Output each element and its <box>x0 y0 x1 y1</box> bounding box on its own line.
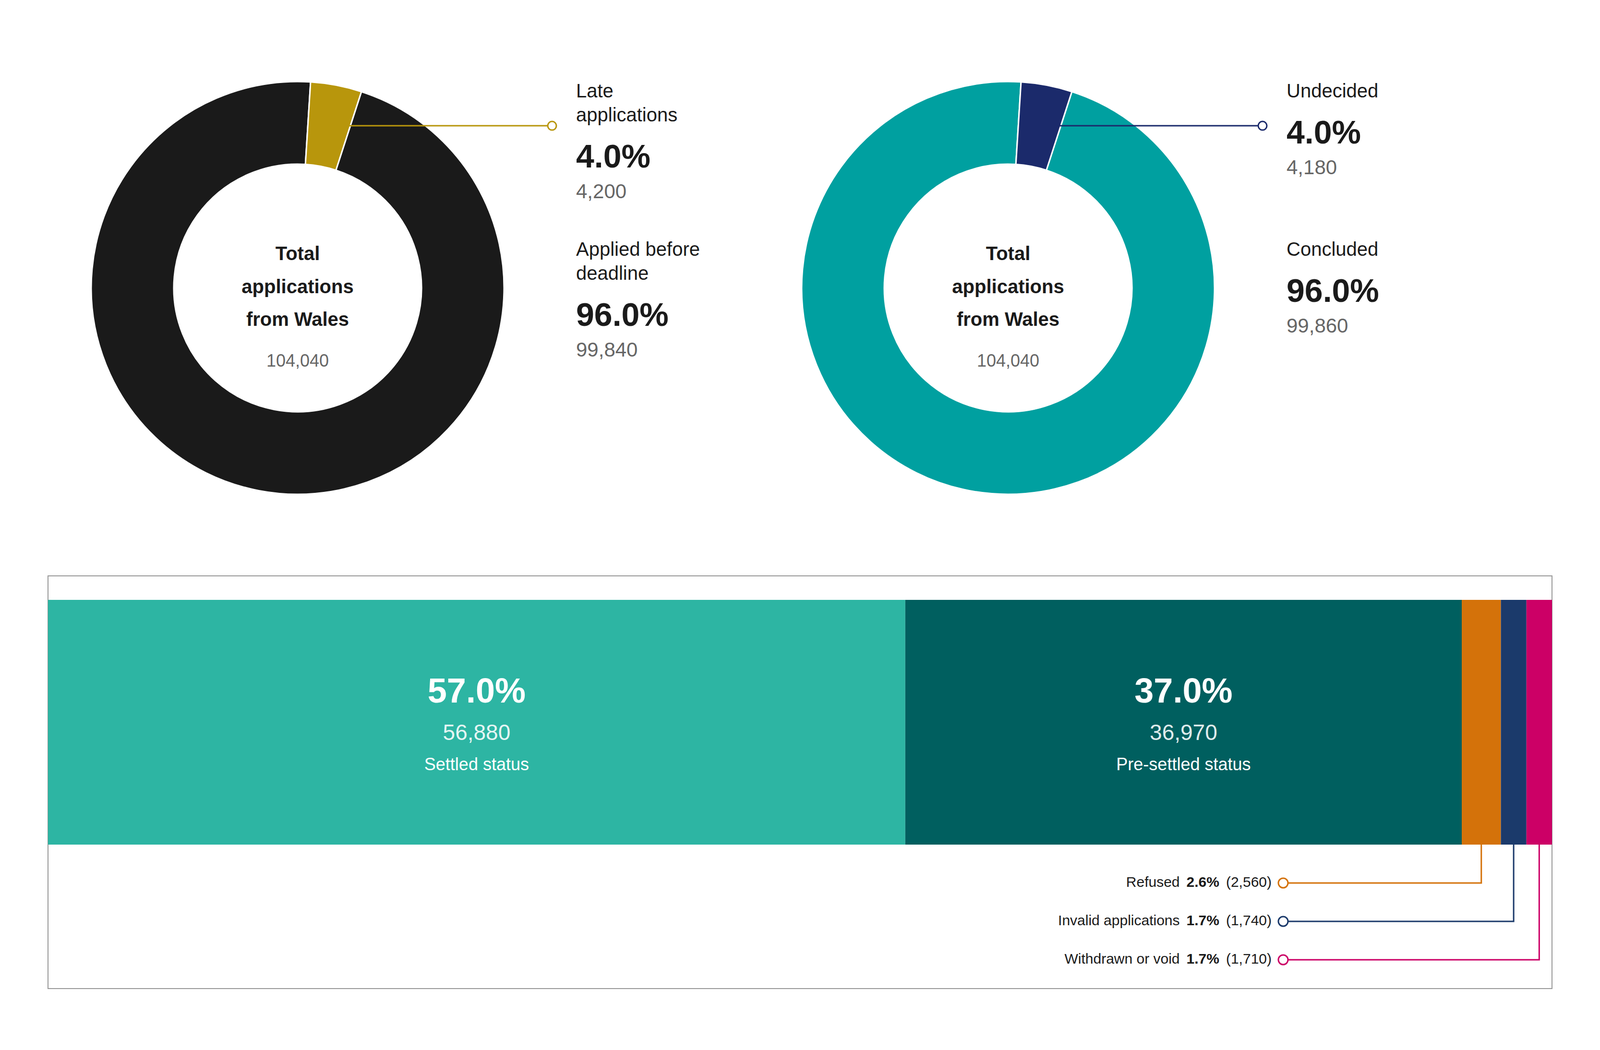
segment-percent: 57.0% <box>427 671 526 710</box>
slice-label: Applied beforedeadline <box>576 238 700 284</box>
bar-segment <box>1461 600 1501 845</box>
slice-percent: 4.0% <box>1286 113 1361 151</box>
donut-slice <box>801 81 1215 495</box>
center-label: applications <box>241 276 354 298</box>
segment-callout: Withdrawn or void 1.7% (1,710) <box>1064 950 1272 967</box>
center-label: Total <box>275 242 321 265</box>
donut: Totalapplicationsfrom Wales104,040Lateap… <box>91 79 700 495</box>
slice-percent: 96.0% <box>576 296 669 333</box>
slices <box>801 81 1215 495</box>
slice-label-line: Undecided <box>1286 79 1379 101</box>
center-label: Total <box>986 242 1031 265</box>
leader-line <box>328 125 553 127</box>
center-total: 104,040 <box>976 350 1040 371</box>
segment-percent: 37.0% <box>1134 671 1233 710</box>
callout-count: (1,740) <box>1226 912 1272 929</box>
slice-label-line: Concluded <box>1286 238 1379 260</box>
slice-count: 99,860 <box>1286 314 1348 337</box>
donut: Total applications from Wales 104,040 Undeci… <box>801 79 1380 495</box>
slice-label-line: deadline <box>576 262 649 284</box>
callout-name: Refused <box>1126 874 1180 891</box>
slice-count: 4,200 <box>576 180 627 203</box>
plot-frame <box>48 576 1552 989</box>
leader-dot <box>1258 121 1267 131</box>
slice-count: 99,840 <box>576 338 638 361</box>
bar-labels: 57.0% 56,880 Settled status 37.0% 36,970 Pre-… <box>424 671 1540 967</box>
slice-label-line: applications <box>576 103 678 125</box>
donut-slice <box>91 81 505 495</box>
callout-name: Withdrawn or void <box>1064 950 1180 967</box>
segment-count: 36,970 <box>1149 720 1218 746</box>
segment-name: Pre-settled status <box>1116 754 1251 775</box>
bar-segment <box>48 600 906 845</box>
callout-name: Invalid applications <box>1058 912 1180 929</box>
slice-label-line: Applied before <box>576 238 700 260</box>
slices <box>91 81 505 495</box>
leader-dot <box>547 121 557 131</box>
center-label: from Wales <box>246 308 349 330</box>
connector-line <box>1283 844 1540 961</box>
connector-dot <box>1278 955 1288 965</box>
callout-count: (2,560) <box>1226 874 1272 891</box>
connector-line <box>1283 844 1514 922</box>
bars <box>48 600 1552 845</box>
callout-percent: 1.7% <box>1186 950 1220 967</box>
center-label: from Wales <box>956 308 1060 330</box>
chart-canvas: Totalapplicationsfrom Wales104,040Lateap… <box>0 0 1600 1050</box>
connector-line <box>1283 844 1482 884</box>
slice-percent: 4.0% <box>576 137 651 175</box>
connector-dot <box>1278 878 1288 889</box>
bar-segment <box>905 600 1462 845</box>
segment-name: Settled status <box>424 754 530 775</box>
callout-percent: 2.6% <box>1186 874 1220 891</box>
connector-dot <box>1278 916 1288 927</box>
slice-count: 4,180 <box>1286 156 1337 179</box>
slice-percent: 96.0% <box>1286 272 1380 309</box>
bar-segment <box>1526 600 1552 845</box>
center-label: applications <box>951 276 1064 298</box>
center-total: 104,040 <box>266 350 329 371</box>
slice-label-line: Late <box>576 79 614 101</box>
slice-label: Concluded <box>1286 238 1379 260</box>
leader-line <box>1038 125 1263 127</box>
segment-callout: Invalid applications 1.7% (1,740) <box>1058 912 1272 929</box>
slice-label: Lateapplications <box>576 79 678 125</box>
callout-percent: 1.7% <box>1186 912 1220 929</box>
segment-callout: Refused 2.6% (2,560) <box>1126 874 1272 891</box>
segment-count: 56,880 <box>443 720 511 746</box>
slice-label: Undecided <box>1286 79 1379 101</box>
callout-count: (1,710) <box>1226 950 1272 967</box>
bar-segment <box>1500 600 1527 845</box>
